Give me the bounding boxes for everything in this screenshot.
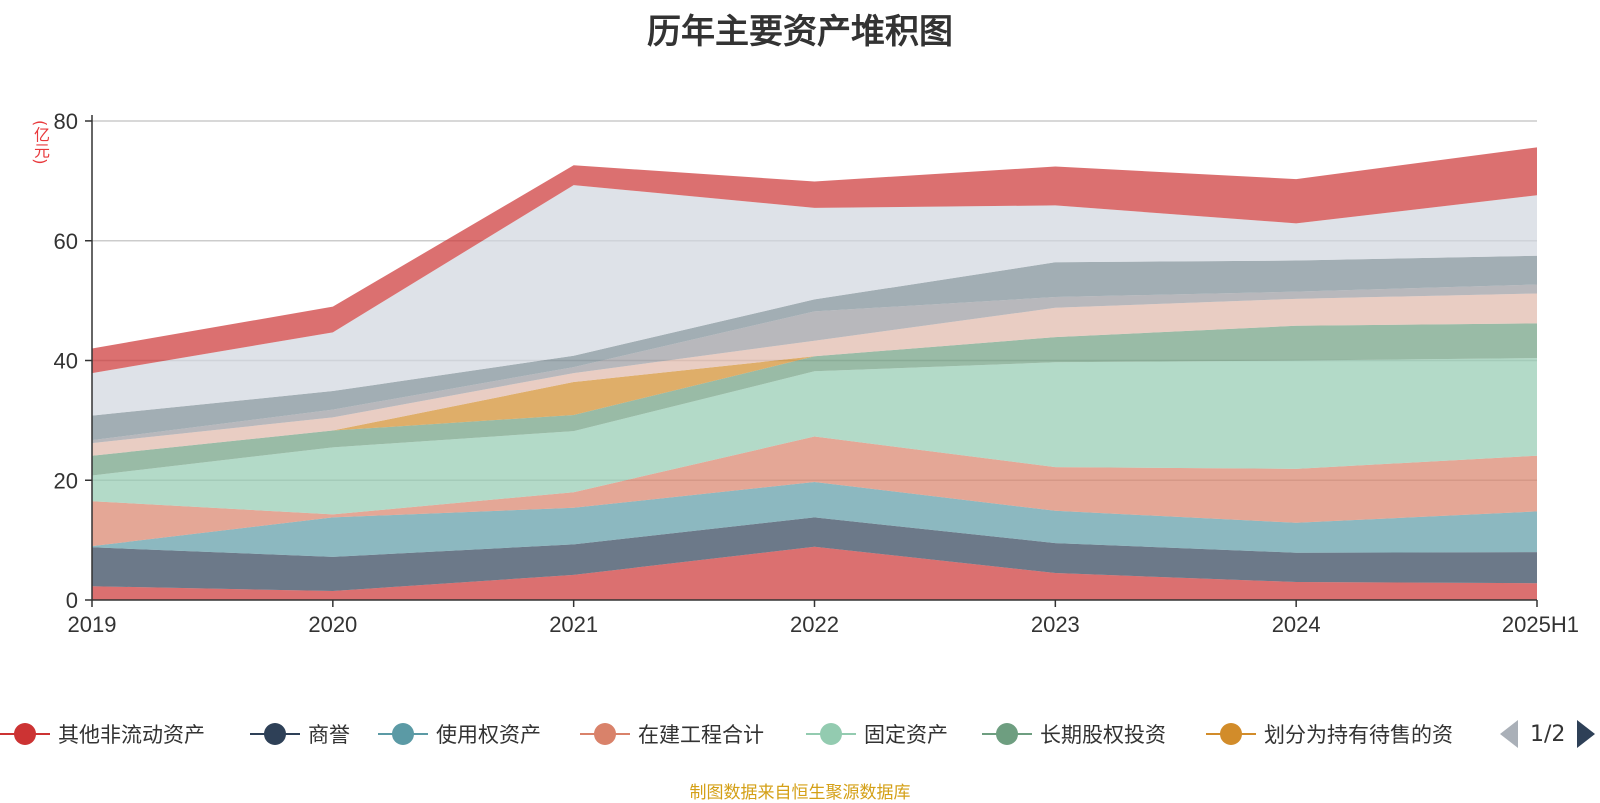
- legend-item[interactable]: 在建工程合计: [580, 716, 764, 752]
- x-tick-label-4: 2023: [1031, 612, 1080, 637]
- area-series-2: [92, 482, 1537, 557]
- legend-next-page-button[interactable]: [1577, 720, 1596, 748]
- area-series-9: [92, 255, 1537, 441]
- y-tick-label-80: 80: [54, 109, 78, 134]
- legend-marker-icon: [378, 716, 428, 752]
- source-note: 制图数据来自恒生聚源数据库: [689, 783, 911, 803]
- x-tick-label-6: 2025H1: [1502, 612, 1579, 637]
- area-series-7: [92, 293, 1537, 456]
- legend-item[interactable]: 使用权资产: [378, 716, 541, 752]
- legend-label: 在建工程合计: [638, 723, 764, 747]
- y-tick-label-20: 20: [54, 468, 78, 493]
- area-series-3: [92, 436, 1537, 547]
- legend-label: 划分为持有待售的资: [1264, 723, 1453, 747]
- legend-marker-icon: [806, 716, 856, 752]
- area-series-1: [92, 517, 1537, 592]
- area-series-0: [92, 546, 1537, 600]
- legend-item[interactable]: 固定资产: [806, 716, 948, 752]
- y-axis-unit-label: (亿元): [31, 120, 50, 165]
- legend-label: 长期股权投资: [1040, 723, 1166, 747]
- legend-marker-icon: [580, 716, 630, 752]
- y-tick-label-40: 40: [54, 349, 78, 374]
- area-layers: [92, 147, 1537, 600]
- x-tick-label-5: 2024: [1272, 612, 1321, 637]
- legend-prev-page-button[interactable]: [1500, 720, 1518, 748]
- y-tick-label-0: 0: [66, 588, 78, 613]
- area-series-5: [92, 323, 1537, 476]
- x-tick-label-1: 2020: [308, 612, 357, 637]
- legend-marker-icon: [1206, 716, 1256, 752]
- area-series-10: [92, 185, 1537, 416]
- area-series-4: [92, 358, 1537, 515]
- legend-marker-icon: [250, 716, 300, 752]
- legend-item[interactable]: 商誉: [250, 716, 350, 752]
- legend-page-indicator: 1/2: [1530, 721, 1566, 747]
- legend-item[interactable]: 划分为持有待售的资: [1206, 716, 1453, 752]
- legend: 其他非流动资产 商誉 使用权资产 在建工程合计 固定资产 长期股权投资 划分为持有待售的资 …: [0, 716, 1600, 752]
- axes: 0 20 40 60 80 2019 2020 2021 2022 2023 2024 2025H1: [54, 109, 1579, 637]
- x-tick-label-0: 2019: [68, 612, 117, 637]
- area-series-6: [92, 323, 1537, 456]
- legend-label: 其他非流动资产: [58, 723, 205, 747]
- legend-label: 固定资产: [864, 723, 948, 747]
- legend-marker-icon: [982, 716, 1032, 752]
- legend-label: 使用权资产: [436, 723, 541, 747]
- area-series-8: [92, 284, 1537, 444]
- area-series-11: [92, 147, 1537, 374]
- legend-pager: 1/2: [1500, 716, 1596, 752]
- x-tick-label-3: 2022: [790, 612, 839, 637]
- chart-title: 历年主要资产堆积图: [647, 12, 953, 52]
- x-tick-label-2: 2021: [549, 612, 598, 637]
- legend-item[interactable]: 其他非流动资产: [0, 716, 205, 752]
- legend-marker-icon: [0, 716, 50, 752]
- legend-label: 商誉: [308, 723, 350, 747]
- y-tick-label-60: 60: [54, 229, 78, 254]
- legend-item[interactable]: 长期股权投资: [982, 716, 1166, 752]
